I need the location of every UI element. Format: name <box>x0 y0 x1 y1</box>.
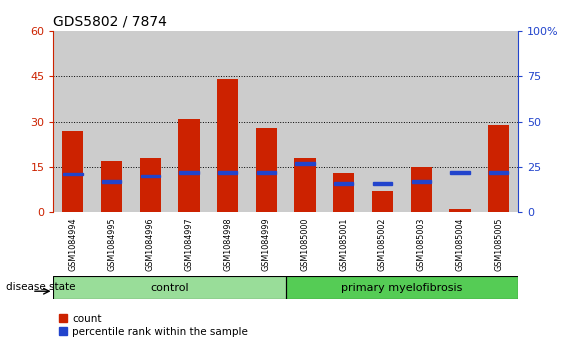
Bar <box>92 31 131 212</box>
Bar <box>373 182 392 184</box>
Bar <box>296 162 315 164</box>
Bar <box>101 161 122 212</box>
Bar <box>363 31 402 212</box>
Text: control: control <box>150 283 189 293</box>
Text: disease state: disease state <box>6 282 75 293</box>
Bar <box>218 171 238 174</box>
Text: GSM1084994: GSM1084994 <box>68 217 77 271</box>
Text: GSM1084997: GSM1084997 <box>185 217 194 271</box>
Bar <box>285 31 324 212</box>
Bar <box>62 131 83 212</box>
Bar <box>53 31 92 212</box>
Bar <box>102 180 121 183</box>
Text: GSM1085002: GSM1085002 <box>378 217 387 271</box>
Bar <box>247 31 285 212</box>
Text: GSM1084996: GSM1084996 <box>146 217 155 271</box>
Text: GDS5802 / 7874: GDS5802 / 7874 <box>53 14 167 28</box>
Bar <box>294 158 316 212</box>
Bar <box>63 173 83 175</box>
Bar <box>140 158 161 212</box>
Bar <box>256 128 277 212</box>
Bar <box>333 173 355 212</box>
Text: GSM1085005: GSM1085005 <box>494 217 503 271</box>
Bar <box>479 31 518 212</box>
Text: GSM1085004: GSM1085004 <box>455 217 464 271</box>
Bar <box>402 31 440 212</box>
Text: GSM1085000: GSM1085000 <box>301 217 310 271</box>
Bar <box>412 180 431 183</box>
Bar <box>208 31 247 212</box>
Bar <box>334 182 354 184</box>
Text: GSM1084999: GSM1084999 <box>262 217 271 271</box>
Text: GSM1084998: GSM1084998 <box>223 217 232 271</box>
Text: GSM1085003: GSM1085003 <box>417 217 426 271</box>
Bar <box>489 171 508 174</box>
Bar <box>141 175 160 177</box>
Bar <box>410 167 432 212</box>
Legend: count, percentile rank within the sample: count, percentile rank within the sample <box>59 314 248 337</box>
Bar <box>488 125 510 212</box>
Text: primary myelofibrosis: primary myelofibrosis <box>341 283 463 293</box>
Bar <box>53 276 285 299</box>
Bar <box>324 31 363 212</box>
Bar <box>53 276 285 299</box>
Bar <box>285 276 518 299</box>
Bar <box>450 171 470 174</box>
Text: GSM1085001: GSM1085001 <box>339 217 348 271</box>
Bar <box>449 209 471 212</box>
Bar <box>178 119 200 212</box>
Bar <box>257 171 276 174</box>
Bar <box>372 191 393 212</box>
Bar <box>217 79 238 212</box>
Bar <box>285 276 518 299</box>
Bar <box>169 31 208 212</box>
Text: GSM1084995: GSM1084995 <box>107 217 116 271</box>
Bar <box>131 31 169 212</box>
Bar <box>440 31 479 212</box>
Bar <box>179 171 199 174</box>
